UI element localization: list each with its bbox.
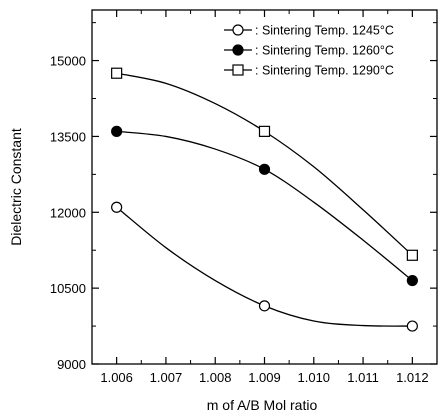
y-tick-label: 12000 [50,205,86,220]
legend-marker-3 [232,64,244,76]
y-axis-title: Dielectric Constant [8,128,24,246]
x-tick-label: 1.006 [100,370,133,385]
series-line-2 [116,130,413,282]
x-tick-label: 1.007 [150,370,183,385]
series-markers [111,67,418,332]
legend-label-2: : Sintering Temp. 1260°C [255,44,394,58]
legend-label-1: : Sintering Temp. 1245°C [255,24,394,38]
data-point-series-1 [406,320,418,332]
x-tick-label: 1.012 [396,370,429,385]
legend-marker-1 [232,24,244,36]
y-tick-label: 13500 [50,129,86,144]
data-point-series-1 [258,300,271,312]
data-point-series-2 [111,125,123,137]
data-point-series-3 [406,249,418,261]
data-point-series-1 [111,201,123,213]
x-axis-title: m of A/B Mol ratio [207,397,318,413]
y-tick-label: 9000 [57,357,86,372]
series-curves [116,72,413,327]
x-tick-label: 1.008 [199,370,232,385]
data-point-series-3 [111,67,123,79]
y-tick-label: 10500 [50,281,86,296]
x-tick-label: 1.010 [298,370,331,385]
data-point-series-2 [406,274,418,287]
legend: : Sintering Temp. 1245°C : Sintering Temp… [224,24,394,78]
x-tick-label: 1.011 [347,370,379,385]
legend-marker-2 [232,44,244,56]
y-tick-label: 15000 [50,54,86,69]
data-point-series-2 [258,163,271,175]
x-tick-label: 1.009 [248,370,281,385]
data-point-series-3 [258,125,271,137]
legend-label-3: : Sintering Temp. 1290°C [255,64,394,78]
axis-ticks: 1.006 1.007 1.008 1.009 1.010 1.011 1.012 9000 1… [50,10,437,385]
